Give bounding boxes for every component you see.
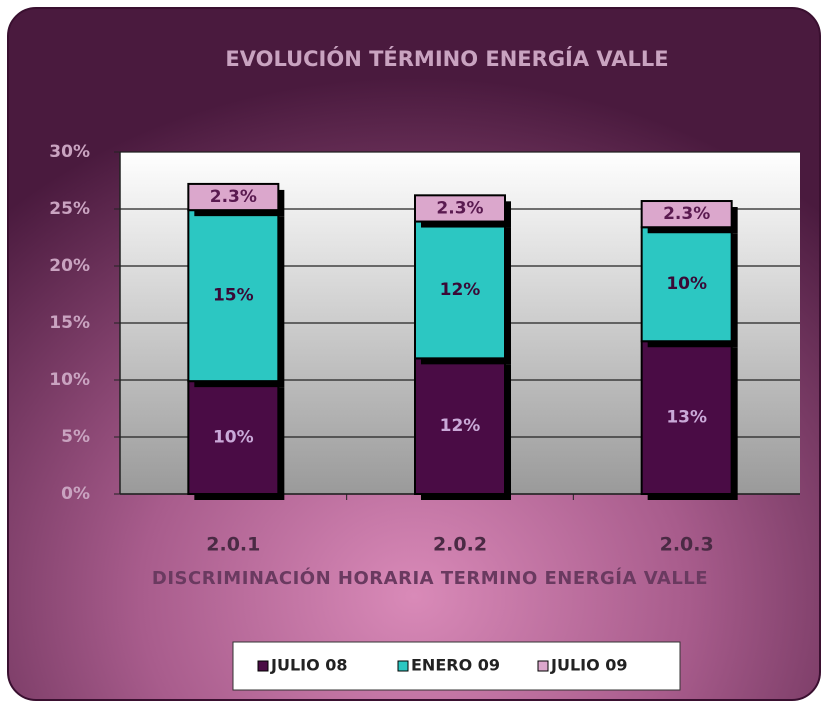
legend-label: JULIO 09 (550, 656, 628, 675)
bar-segment (640, 226, 733, 343)
value-label: 2.3% (436, 198, 483, 218)
y-tick-label: 30% (49, 142, 90, 162)
value-label: 10% (213, 428, 254, 448)
y-tick-label: 5% (61, 427, 90, 447)
legend-label: JULIO 08 (270, 656, 348, 675)
legend-swatch (257, 660, 269, 672)
y-tick-label: 15% (49, 313, 90, 333)
y-tick-label: 0% (61, 484, 90, 504)
x-tick-label: 2.0.2 (433, 534, 487, 556)
bar-segment (414, 194, 506, 223)
y-tick-label: 10% (49, 370, 90, 390)
value-label: 10% (666, 274, 707, 294)
value-label: 15% (213, 286, 254, 306)
value-label: 2.3% (663, 204, 710, 224)
legend-label: ENERO 09 (411, 656, 500, 675)
value-label: 12% (440, 416, 481, 436)
y-tick-label: 20% (49, 256, 90, 276)
chart-title: EVOLUCIÓN TÉRMINO ENERGÍA VALLE (225, 46, 668, 71)
x-tick-label: 2.0.1 (206, 534, 260, 556)
bar-segment (187, 380, 280, 496)
legend-swatch (397, 660, 409, 672)
legend (232, 641, 681, 691)
value-label: 13% (666, 408, 707, 428)
bar-segment (640, 340, 733, 495)
legend-swatch (537, 660, 549, 672)
bar-segment (187, 209, 280, 383)
value-label: 2.3% (210, 187, 257, 207)
x-axis-title: DISCRIMINACIÓN HORARIA TERMINO ENERGÍA V… (151, 568, 709, 589)
x-tick-label: 2.0.3 (660, 534, 714, 556)
value-label: 12% (440, 280, 481, 300)
y-tick-label: 25% (49, 199, 90, 219)
bar-segment (187, 182, 280, 212)
bar-segment (414, 220, 506, 360)
bar-segment (640, 200, 733, 229)
